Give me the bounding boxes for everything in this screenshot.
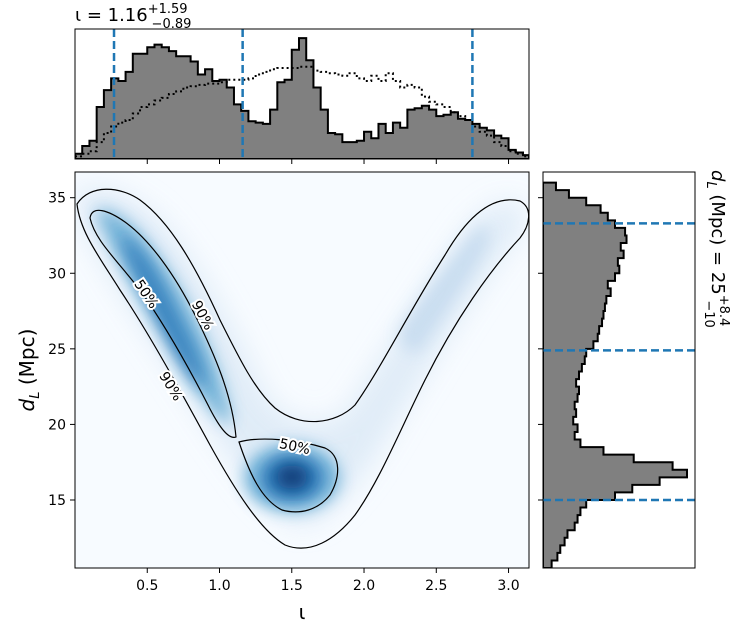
dl-title-sub2: −10: [701, 300, 716, 327]
y-axis-label-unit: (Mpc): [15, 329, 39, 392]
joint-posterior-panel: 50%90%90%50% 0.5 1.0 1.5 2.0 2.5 3.0 15202530…: [15, 171, 530, 624]
iota-title: ι = 1.16+1.59 −0.89: [75, 2, 191, 32]
main-y-ticks: 15 20 25 30 35: [48, 191, 75, 509]
dl-title-rest: (Mpc) = 25: [707, 189, 728, 295]
dl-marginal-panel: dL (Mpc) = 25+8.4−10: [538, 170, 731, 569]
x-tick-label: 1.0: [208, 578, 230, 594]
y-tick-label: 15: [48, 493, 66, 509]
iota-prior-histogram: [75, 65, 529, 158]
right-y-ticks: [538, 197, 543, 501]
y-tick-label: 25: [48, 342, 66, 358]
y-axis-label-sub: L: [28, 391, 43, 398]
main-x-ticks: 0.5 1.0 1.5 2.0 2.5 3.0: [136, 568, 520, 594]
density-field: [75, 187, 529, 549]
y-axis-label-main: d: [15, 398, 39, 411]
top-axes-frame: [74, 28, 530, 160]
dl-title-main: d: [707, 170, 728, 182]
iota-histogram: [75, 37, 529, 159]
x-axis-label: ι: [299, 600, 306, 624]
y-tick-label: 20: [48, 417, 66, 433]
x-tick-label: 1.5: [281, 578, 303, 594]
dl-title-sub: L: [703, 181, 718, 188]
iota-title-sub: −0.89: [152, 17, 192, 32]
main-axes-frame: [74, 171, 530, 569]
iota-marginal-panel: ι = 1.16+1.59 −0.89: [74, 2, 530, 164]
right-axes-frame: [542, 171, 696, 569]
y-axis-label: dL (Mpc): [15, 329, 43, 412]
x-tick-label: 3.0: [497, 578, 519, 594]
contour-50-left: [89, 209, 237, 438]
y-tick-label: 30: [48, 266, 66, 282]
top-x-ticks: [146, 159, 510, 164]
y-tick-label: 35: [48, 191, 66, 207]
dl-histogram: [543, 181, 688, 568]
dl-title-sup: +8.4: [716, 295, 731, 327]
x-tick-label: 2.5: [425, 578, 447, 594]
contour-90: [76, 188, 529, 549]
x-tick-label: 0.5: [136, 578, 158, 594]
iota-title-main: ι = 1.16: [75, 5, 148, 26]
dl-title: dL (Mpc) = 25+8.4−10: [701, 170, 731, 328]
iota-title-sup: +1.59: [148, 2, 188, 17]
x-tick-label: 2.0: [353, 578, 375, 594]
contour-50-bottom: [238, 438, 339, 513]
